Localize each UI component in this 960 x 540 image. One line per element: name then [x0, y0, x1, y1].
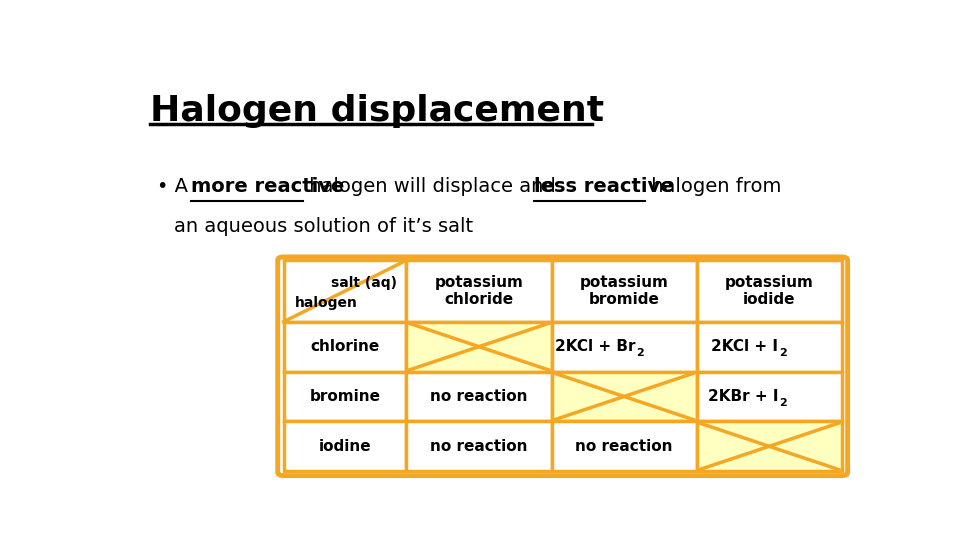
Text: chlorine: chlorine — [310, 339, 380, 354]
Bar — [284, 421, 406, 471]
Text: Halogen displacement: Halogen displacement — [150, 94, 604, 128]
Text: halogen from: halogen from — [645, 177, 781, 196]
Text: potassium
bromide: potassium bromide — [580, 275, 668, 307]
Text: no reaction: no reaction — [430, 389, 528, 404]
Bar — [406, 421, 551, 471]
Text: halogen: halogen — [295, 296, 358, 310]
Text: iodine: iodine — [319, 439, 372, 454]
Bar — [551, 421, 697, 471]
Text: 2: 2 — [779, 348, 786, 359]
Text: no reaction: no reaction — [575, 439, 673, 454]
Bar — [697, 372, 842, 421]
Bar — [406, 260, 551, 322]
Bar — [551, 322, 697, 372]
Text: 2: 2 — [636, 348, 644, 359]
Text: 2KCl + I: 2KCl + I — [711, 339, 778, 354]
Text: potassium
chloride: potassium chloride — [435, 275, 523, 307]
Bar — [697, 260, 842, 322]
Text: salt (aq): salt (aq) — [330, 275, 396, 289]
Text: 2KCl + Br: 2KCl + Br — [555, 339, 636, 354]
Bar — [284, 260, 406, 322]
Bar — [551, 372, 697, 421]
Bar — [406, 322, 551, 372]
Text: less reactive: less reactive — [534, 177, 673, 196]
Bar — [697, 421, 842, 471]
Text: 2KBr + I: 2KBr + I — [708, 389, 779, 404]
Bar — [284, 322, 406, 372]
Text: bromine: bromine — [309, 389, 380, 404]
Text: 2: 2 — [780, 398, 787, 408]
Text: an aqueous solution of it’s salt: an aqueous solution of it’s salt — [174, 217, 472, 235]
Text: halogen will displace and: halogen will displace and — [302, 177, 562, 196]
Bar — [406, 372, 551, 421]
Bar — [697, 322, 842, 372]
Text: • A: • A — [157, 177, 195, 196]
Text: no reaction: no reaction — [430, 439, 528, 454]
Bar — [284, 372, 406, 421]
Bar — [551, 260, 697, 322]
Text: more reactive: more reactive — [191, 177, 345, 196]
Text: potassium
iodide: potassium iodide — [725, 275, 813, 307]
